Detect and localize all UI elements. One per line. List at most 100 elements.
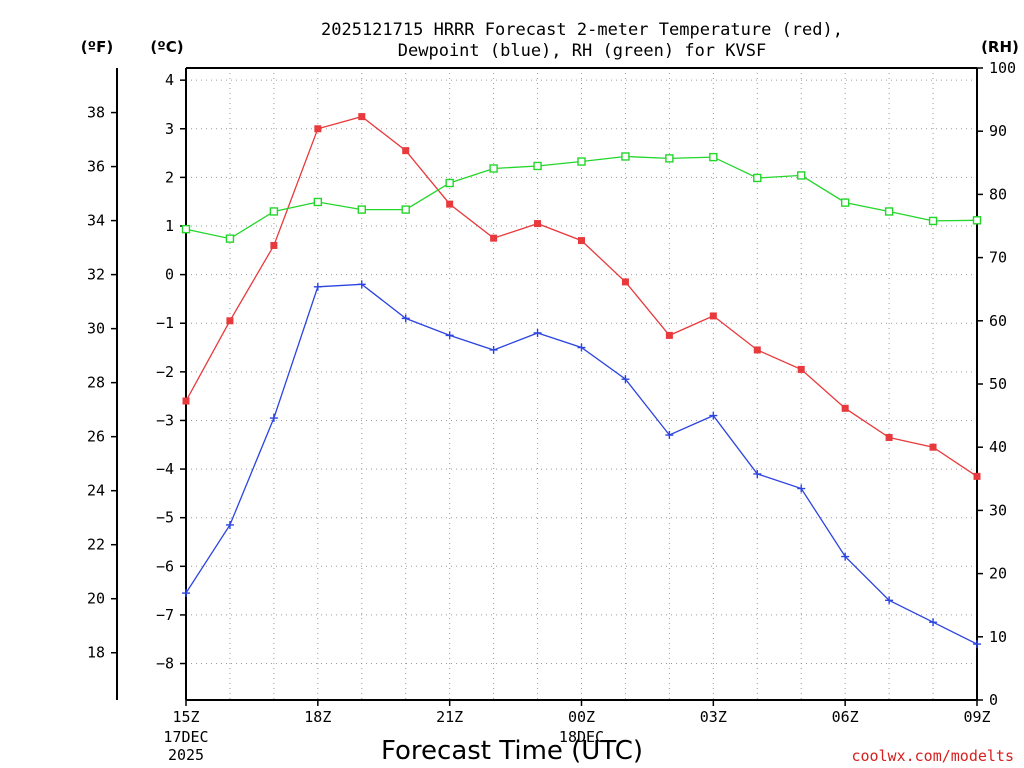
rh-point (313, 197, 323, 207)
dewpoint-point (357, 280, 366, 289)
dewpoint-point (621, 375, 630, 384)
celsius-tick-label: −1 (156, 314, 174, 332)
celsius-tick-label: −7 (156, 606, 174, 624)
temperature-point (709, 312, 717, 320)
x-tick-label: 09Z (963, 708, 990, 726)
temperature-point (753, 346, 761, 354)
rh-point (928, 216, 938, 226)
rh-point (401, 205, 410, 214)
dewpoint-point (709, 411, 718, 420)
x-tick-sublabel: 18DEC (559, 728, 604, 746)
chart-title-line-2: Dewpoint (blue), RH (green) for KVSF (398, 41, 766, 61)
dewpoint-point (225, 520, 234, 529)
dewpoint-point (753, 469, 762, 478)
celsius-tick-label: −4 (156, 460, 174, 478)
temperature-point (446, 200, 454, 208)
dewpoint-point (841, 552, 850, 561)
rh-tick-label: 70 (989, 249, 1007, 267)
rh-point (753, 173, 762, 183)
rh-tick-label: 100 (989, 59, 1016, 77)
temperature-point (973, 472, 981, 480)
x-tick-label: 15Z (172, 708, 199, 726)
fahrenheit-tick-label: 26 (87, 428, 105, 446)
temperature-point (885, 433, 893, 441)
celsius-tick-label: −2 (156, 363, 174, 381)
rh-point (665, 154, 674, 163)
fahrenheit-tick-label: 30 (87, 320, 105, 338)
celsius-tick-label: 3 (165, 120, 174, 138)
x-tick-label: 21Z (436, 708, 463, 726)
fahrenheit-tick-label: 20 (87, 590, 105, 608)
rh-tick-label: 10 (989, 628, 1007, 646)
temperature-point (578, 237, 585, 245)
rh-tick-label: 30 (989, 501, 1007, 519)
temperature-point (665, 331, 673, 339)
x-axis-title: Forecast Time (UTC) (381, 736, 643, 766)
temperature-point (402, 147, 410, 155)
rh-tick-label: 50 (989, 375, 1007, 393)
rh-point (621, 152, 630, 161)
fahrenheit-unit-label: (ºF) (81, 38, 113, 56)
rh-point (577, 157, 586, 166)
celsius-tick-label: 2 (165, 168, 174, 186)
dewpoint-point (401, 314, 410, 323)
fahrenheit-tick-label: 36 (87, 158, 105, 176)
rh-point (181, 224, 191, 234)
rh-tick-label: 60 (989, 312, 1007, 330)
temperature-point (929, 443, 937, 451)
fahrenheit-tick-label: 32 (87, 266, 105, 284)
rh-point (269, 207, 279, 216)
data-series (181, 113, 982, 649)
x-tick-label: 00Z (568, 708, 595, 726)
dewpoint-point (313, 282, 322, 291)
rh-point (884, 207, 894, 216)
dewpoint-point (182, 589, 190, 598)
rh-tick-label: 0 (989, 691, 998, 709)
source-credit: coolwx.com/modelts (851, 747, 1014, 765)
rh-point (445, 178, 454, 188)
axis-ticks: −8−7−6−5−4−3−2−1012341820222426283032343… (87, 59, 1016, 764)
dewpoint-point (533, 328, 542, 337)
temperature-point (270, 241, 278, 249)
rh-point (357, 205, 366, 214)
chart-title-line-1: 2025121715 HRRR Forecast 2-meter Tempera… (321, 20, 843, 40)
grid-lines (186, 68, 977, 700)
celsius-tick-label: 1 (165, 217, 174, 235)
rh-point (972, 216, 982, 225)
rh-tick-label: 40 (989, 438, 1007, 456)
dewpoint-point (973, 640, 981, 649)
fahrenheit-tick-label: 34 (87, 212, 105, 230)
celsius-tick-label: −5 (156, 509, 174, 527)
celsius-tick-label: −8 (156, 655, 174, 673)
celsius-tick-label: 4 (165, 71, 174, 89)
fahrenheit-tick-label: 22 (87, 536, 105, 554)
celsius-tick-label: 0 (165, 266, 174, 284)
x-tick-label: 03Z (700, 708, 727, 726)
x-tick-sublabel: 2025 (168, 746, 204, 764)
temperature-point (621, 278, 629, 286)
dewpoint-point (577, 343, 586, 352)
fahrenheit-tick-label: 38 (87, 104, 105, 122)
dewpoint-point (665, 431, 674, 440)
temperature-point (358, 113, 366, 121)
rh-point (225, 234, 235, 243)
rh-tick-label: 20 (989, 565, 1007, 583)
rh-point (533, 161, 542, 171)
dewpoint-point (269, 414, 278, 423)
temperature-point (314, 125, 322, 133)
dewpoint-point (797, 484, 806, 493)
celsius-tick-label: −6 (156, 557, 174, 575)
x-tick-label: 06Z (832, 708, 859, 726)
rh-point (709, 152, 718, 162)
celsius-unit-label: (ºC) (150, 38, 183, 56)
x-tick-sublabel: 17DEC (163, 728, 208, 746)
dewpoint-point (929, 618, 938, 627)
rh-point (489, 164, 498, 173)
temperature-point (797, 365, 805, 373)
rh-point (840, 198, 850, 207)
fahrenheit-tick-label: 18 (87, 644, 105, 662)
rh-unit-label: (RH) (981, 38, 1019, 56)
dewpoint-point (445, 331, 454, 340)
temperature-point (182, 397, 190, 405)
